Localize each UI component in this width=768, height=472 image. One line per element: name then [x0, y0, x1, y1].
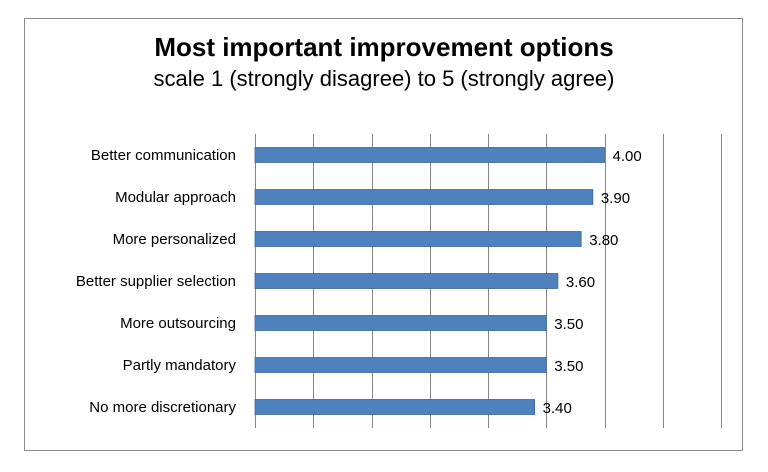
value-label: 3.40 [543, 400, 572, 417]
category-label: Partly mandatory [123, 357, 237, 374]
value-label: 3.90 [601, 190, 630, 207]
chart-title: Most important improvement options [154, 32, 614, 62]
category-label: Modular approach [115, 189, 236, 206]
chart-subtitle: scale 1 (strongly disagree) to 5 (strong… [153, 66, 615, 91]
bar [254, 357, 547, 373]
category-label: No more discretionary [89, 399, 236, 416]
bar [254, 189, 594, 205]
value-label: 3.50 [554, 358, 583, 375]
value-label: 3.80 [589, 232, 618, 249]
bar [254, 231, 582, 247]
category-labels: Better communication Modular approach More… [76, 147, 237, 416]
category-label: More outsourcing [120, 315, 236, 332]
bar [254, 147, 605, 163]
category-label: Better supplier selection [76, 273, 236, 290]
bar [254, 273, 559, 289]
category-label: More personalized [113, 231, 236, 248]
bars [254, 147, 605, 415]
value-labels: 4.00 3.90 3.80 3.60 3.50 3.50 3.40 [543, 148, 642, 417]
value-label: 4.00 [613, 148, 642, 165]
bar [254, 399, 536, 415]
value-label: 3.60 [566, 274, 595, 291]
category-label: Better communication [91, 147, 236, 164]
bar [254, 315, 547, 331]
value-label: 3.50 [554, 316, 583, 333]
